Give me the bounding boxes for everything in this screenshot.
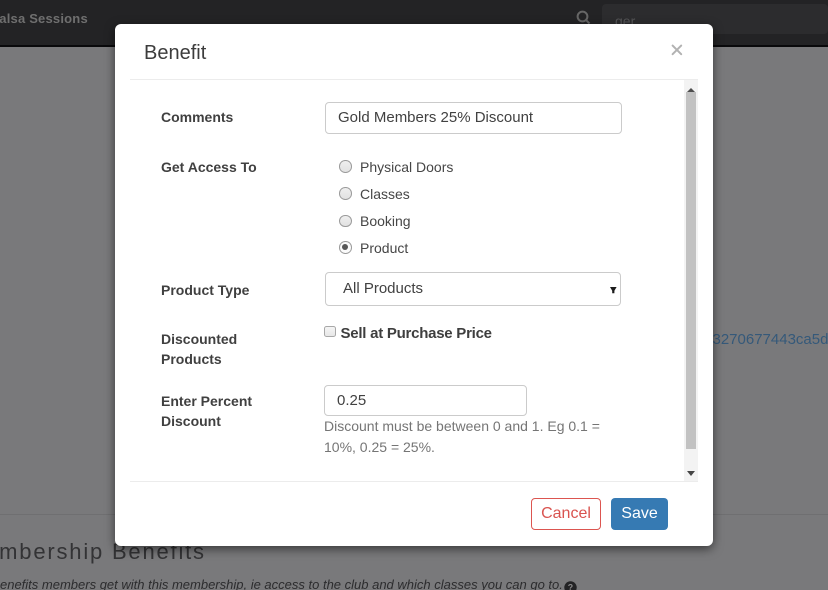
svg-text:?: ?	[568, 583, 573, 590]
